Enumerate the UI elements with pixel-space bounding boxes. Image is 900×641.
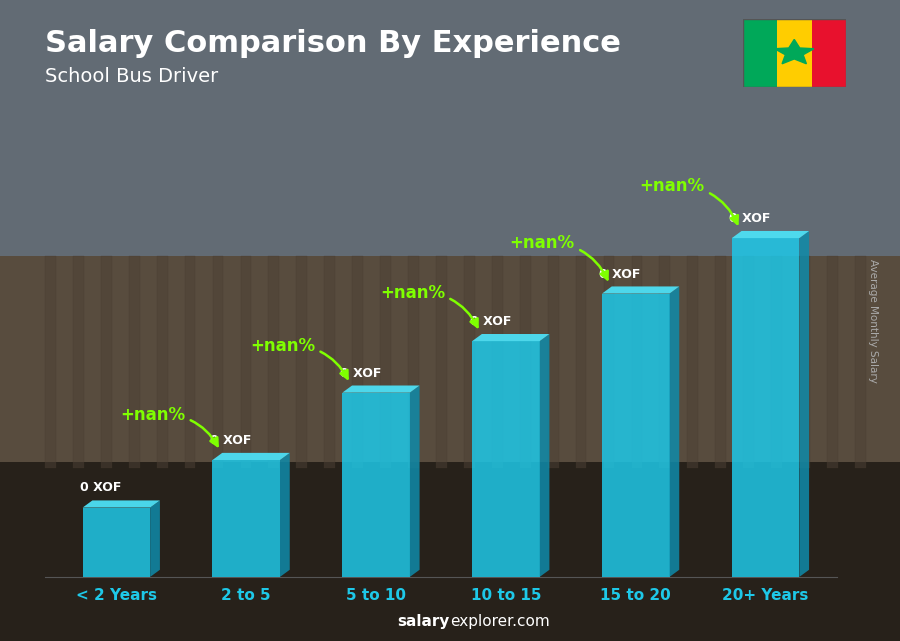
Bar [716, 256, 726, 468]
Bar [602, 294, 670, 577]
Bar [352, 256, 363, 468]
Bar [742, 19, 777, 87]
Bar [0, 256, 900, 481]
Bar [101, 256, 112, 468]
Polygon shape [799, 231, 809, 577]
Bar [548, 256, 559, 468]
Polygon shape [342, 385, 419, 393]
Text: Salary Comparison By Experience: Salary Comparison By Experience [45, 29, 621, 58]
Polygon shape [280, 453, 290, 577]
Bar [777, 19, 812, 87]
Bar [83, 508, 150, 577]
Polygon shape [540, 334, 549, 577]
Polygon shape [602, 287, 680, 294]
Text: +nan%: +nan% [250, 337, 347, 379]
Bar [464, 256, 475, 468]
Polygon shape [670, 287, 680, 577]
Bar [73, 256, 84, 468]
Bar [732, 238, 799, 577]
Bar [240, 256, 251, 468]
Bar [212, 460, 280, 577]
Text: explorer.com: explorer.com [450, 615, 550, 629]
Text: 0 XOF: 0 XOF [729, 212, 770, 225]
Bar [380, 256, 391, 468]
Bar [827, 256, 838, 468]
Text: +nan%: +nan% [640, 176, 738, 224]
Bar [576, 256, 587, 468]
Bar [743, 256, 754, 468]
Text: +nan%: +nan% [380, 283, 478, 327]
Bar [157, 256, 167, 468]
Polygon shape [212, 453, 290, 460]
Bar [0, 0, 900, 288]
Bar [812, 19, 846, 87]
Text: 0 XOF: 0 XOF [470, 315, 511, 328]
Bar [604, 256, 615, 468]
Text: 0 XOF: 0 XOF [210, 434, 251, 447]
Text: +nan%: +nan% [121, 406, 218, 446]
Bar [632, 256, 643, 468]
Bar [268, 256, 279, 468]
Bar [342, 393, 410, 577]
Polygon shape [83, 501, 160, 508]
Bar [129, 256, 140, 468]
Text: 0 XOF: 0 XOF [80, 481, 122, 494]
Bar [688, 256, 698, 468]
Bar [472, 341, 540, 577]
Polygon shape [732, 231, 809, 238]
Text: 0 XOF: 0 XOF [339, 367, 381, 379]
Bar [855, 256, 866, 468]
Bar [0, 462, 900, 641]
Bar [212, 256, 223, 468]
Polygon shape [150, 501, 160, 577]
Polygon shape [472, 334, 549, 341]
Text: salary: salary [398, 615, 450, 629]
Bar [45, 256, 56, 468]
Bar [408, 256, 418, 468]
Bar [660, 256, 670, 468]
Bar [296, 256, 307, 468]
Bar [799, 256, 810, 468]
Polygon shape [775, 40, 814, 63]
Bar [520, 256, 531, 468]
Text: +nan%: +nan% [509, 234, 608, 279]
Text: 0 XOF: 0 XOF [599, 267, 641, 281]
Bar [492, 256, 503, 468]
Polygon shape [410, 385, 419, 577]
Text: Average Monthly Salary: Average Monthly Salary [868, 258, 878, 383]
Text: School Bus Driver: School Bus Driver [45, 67, 218, 87]
Bar [324, 256, 335, 468]
Bar [184, 256, 195, 468]
Bar [436, 256, 446, 468]
Bar [771, 256, 782, 468]
